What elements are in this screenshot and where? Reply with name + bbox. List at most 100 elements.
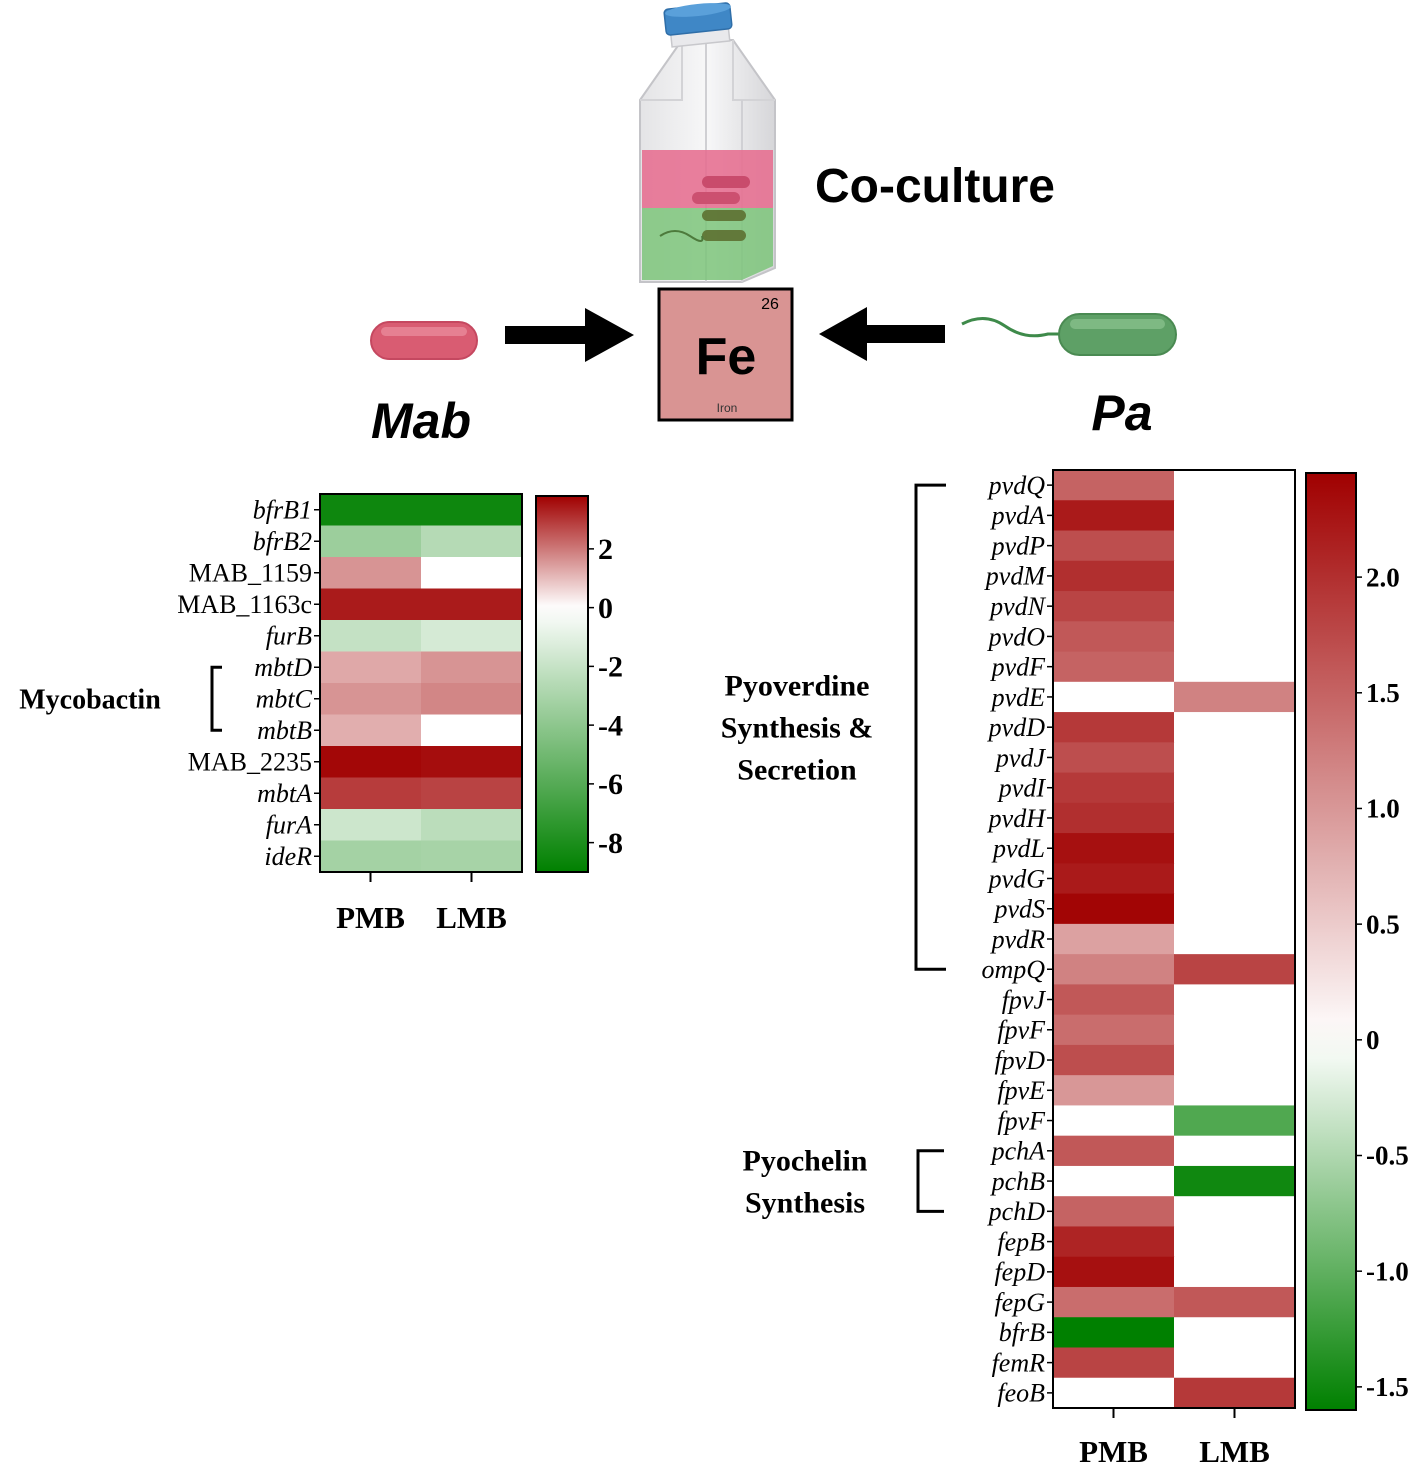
row-label: feoB (997, 1379, 1045, 1408)
heatmap-cell (1053, 1196, 1175, 1228)
row-label: pvdS (992, 895, 1045, 924)
row-label: mbtD (254, 653, 312, 682)
heatmap-cell (421, 683, 523, 716)
row-label: furA (266, 811, 312, 840)
coculture-label: Co-culture (815, 160, 1055, 213)
heatmap-cell (1053, 954, 1175, 985)
row-label: MAB_1163c (177, 590, 312, 619)
colorbar-tick-label: -4 (598, 709, 623, 742)
heatmap-cell (320, 525, 422, 558)
pa-heatmap: pvdQpvdApvdPpvdMpvdNpvdOpvdFpvdEpvdDpvdJ… (721, 469, 1409, 1464)
group-label: Mycobactin (19, 684, 161, 715)
heatmap-cell (1174, 681, 1296, 713)
heatmap-cell (1174, 1044, 1296, 1076)
row-label: fpvD (994, 1046, 1045, 1075)
row-label: pvdH (987, 804, 1047, 833)
heatmap-cell (1174, 863, 1296, 895)
heatmap-cell (1053, 651, 1175, 683)
heatmap-cell (421, 714, 523, 747)
heatmap-cell (1174, 1165, 1296, 1197)
heatmap-cell (1053, 530, 1175, 562)
group-label: Synthesis (745, 1186, 865, 1219)
row-label: pvdA (990, 501, 1046, 530)
group-label: Secretion (737, 753, 857, 786)
heatmap-cell (320, 777, 422, 810)
heatmap-cell (1174, 923, 1296, 955)
heatmap-cell (1174, 500, 1296, 532)
heatmap-cell (320, 651, 422, 684)
colorbar-tick-label: 1.5 (1366, 678, 1400, 708)
element-tile-background (657, 287, 794, 422)
colorbar-tick-label: -8 (598, 827, 623, 860)
row-label: fpvF (997, 1016, 1046, 1045)
row-label: fpvE (997, 1076, 1045, 1105)
heatmap-cell (1174, 984, 1296, 1016)
row-label: pvdD (987, 713, 1046, 742)
group-bracket (916, 1149, 944, 1213)
heatmap-cell (1174, 954, 1296, 985)
heatmap-cell (1053, 1286, 1175, 1318)
row-label: pvdF (990, 653, 1047, 682)
heatmap-cell (1053, 1165, 1175, 1197)
colorbar-tick-label: 1.0 (1366, 794, 1400, 824)
heatmap-cell (1053, 470, 1175, 501)
row-label: mbtC (256, 685, 313, 714)
row-label: pvdG (987, 864, 1046, 893)
column-label: PMB (1079, 1434, 1148, 1464)
heatmap-cell (1053, 500, 1175, 532)
heatmap-cell (1174, 1317, 1296, 1349)
heatmap-cell (1174, 1226, 1296, 1258)
colorbar-tick-label: 0 (598, 592, 613, 625)
heatmap-cell (1174, 1105, 1296, 1137)
colorbar-tick-label: -6 (598, 768, 623, 801)
heatmap-cell (1174, 742, 1296, 774)
heatmap-cell (1053, 1014, 1175, 1046)
mab-label: Mab (371, 393, 471, 449)
heatmap-cell (320, 714, 422, 747)
heatmap-cell (1053, 1226, 1175, 1258)
heatmap-cell (1174, 1256, 1296, 1288)
heatmap-frame (319, 493, 523, 873)
heatmap-cell (1174, 651, 1296, 683)
row-label: mbtB (257, 716, 312, 745)
heatmap-cell (1053, 1105, 1175, 1137)
row-label: fepB (997, 1227, 1045, 1256)
heatmap-cell (1174, 772, 1296, 804)
atomic-number: 26 (761, 296, 779, 313)
heatmap-cell (1053, 772, 1175, 804)
heatmap-cell (320, 588, 422, 621)
heatmap-cell (421, 494, 523, 527)
heatmap-cell (421, 651, 523, 684)
row-label: ideR (264, 842, 312, 871)
heatmap-cell (1053, 1317, 1175, 1349)
heatmap-cell (1053, 1075, 1175, 1107)
element-name: Iron (717, 401, 738, 415)
row-label: MAB_1159 (189, 559, 312, 588)
heatmap-cell (1174, 1347, 1296, 1379)
row-label: pvdJ (994, 743, 1047, 772)
colorbar (535, 495, 589, 873)
row-label: femR (992, 1348, 1046, 1377)
colorbar-tick-label: 2.0 (1366, 562, 1400, 592)
heatmap-cell (1053, 984, 1175, 1016)
heatmap-cell (320, 840, 422, 873)
culture-flask-icon (639, 2, 776, 283)
heatmap-cell (1174, 712, 1296, 743)
row-label: pvdR (990, 925, 1046, 954)
heatmap-cell (1174, 1014, 1296, 1046)
pa-label: Pa (1091, 385, 1152, 441)
rod-bacterium-icon (370, 321, 478, 360)
heatmap-cell (1053, 742, 1175, 774)
heatmap-cell (421, 840, 523, 873)
row-label: bfrB (999, 1318, 1045, 1347)
column-label: PMB (336, 900, 405, 935)
heatmap-cell (1053, 802, 1175, 834)
group-label: Pyochelin (743, 1144, 868, 1177)
heatmap-cell (421, 746, 523, 779)
heatmap-cell (421, 777, 523, 810)
heatmap-cell (1174, 893, 1296, 925)
heatmap-cell (1053, 681, 1175, 713)
heatmap-cell (1053, 863, 1175, 895)
